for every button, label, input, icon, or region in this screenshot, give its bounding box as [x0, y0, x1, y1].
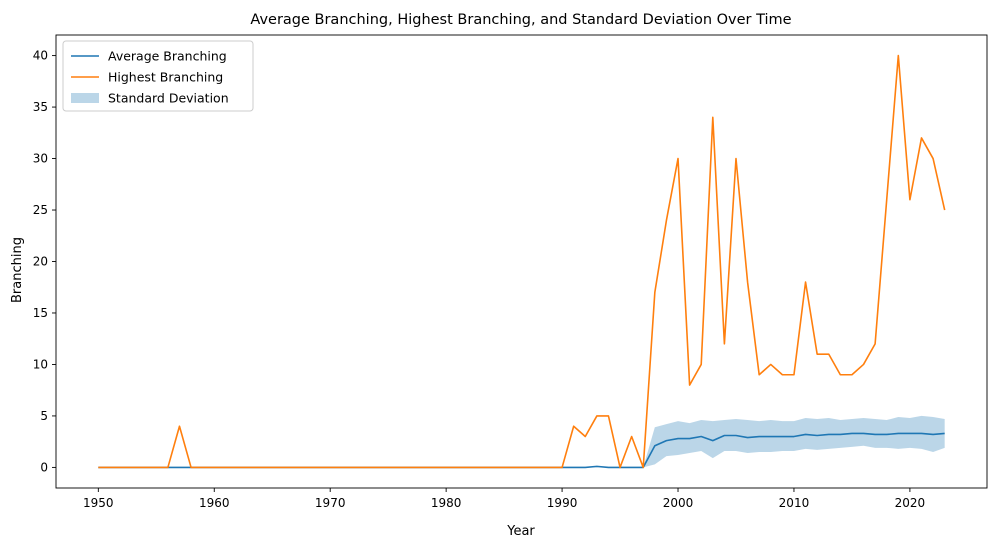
y-tick-label: 25	[33, 203, 48, 217]
y-tick-label: 10	[33, 357, 48, 371]
series-line-1	[98, 54, 946, 469]
y-axis-label: Branching	[10, 237, 25, 303]
legend: Average Branching Highest Branching Standa…	[62, 40, 254, 112]
x-axis-label: Year	[506, 524, 535, 539]
x-tick-label: 2000	[663, 496, 694, 510]
y-tick-label: 30	[33, 152, 48, 166]
x-tick-label: 2010	[779, 496, 810, 510]
y-tick-label: 35	[33, 100, 48, 114]
legend-label: Highest Branching	[108, 70, 223, 85]
y-tick-label: 5	[40, 409, 48, 423]
tick-layer: 1950 1960 1970 1980 1990 2000 2010 2020 0 5 10 15 20…	[33, 49, 925, 510]
band-layer	[98, 415, 945, 468]
y-tick-label: 40	[33, 49, 48, 63]
x-tick-label: 2020	[895, 496, 926, 510]
line-layer	[98, 54, 946, 469]
y-tick-label: 15	[33, 306, 48, 320]
x-tick-label: 1960	[199, 496, 230, 510]
legend-swatch-band	[71, 93, 99, 103]
y-tick-label: 0	[40, 460, 48, 474]
series-band-standard-deviation	[98, 415, 945, 468]
legend-label: Average Branching	[108, 49, 227, 64]
x-tick-label: 1970	[315, 496, 346, 510]
legend-box	[62, 40, 254, 112]
x-tick-label: 1990	[547, 496, 578, 510]
chart-title: Average Branching, Highest Branching, an…	[250, 12, 791, 28]
y-tick-label: 20	[33, 255, 48, 269]
legend-label: Standard Deviation	[108, 91, 229, 106]
x-tick-label: 1950	[83, 496, 114, 510]
x-tick-label: 1980	[431, 496, 462, 510]
